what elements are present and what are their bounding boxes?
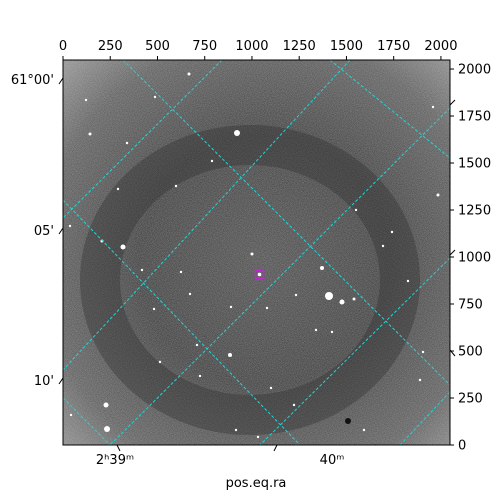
star: [421, 350, 425, 354]
star: [228, 353, 232, 357]
star: [198, 374, 202, 378]
right-tick-label: 1500: [458, 157, 491, 172]
top-pixel-axis: 0 250 500 750 1000 1250 1500 1750 2000: [59, 39, 457, 60]
dec-grid-line: [259, 257, 450, 445]
ra-tick-label-1: 40ᵐ: [320, 453, 345, 468]
star: [431, 105, 435, 109]
star: [188, 292, 192, 296]
star: [116, 187, 120, 191]
ra-grid-line: [329, 60, 450, 159]
star: [381, 244, 385, 248]
star: [362, 428, 366, 432]
top-tick-label: 1250: [283, 39, 316, 54]
top-tick-label: 2000: [424, 39, 457, 54]
coordinate-grid: [63, 60, 450, 445]
x-axis-title: pos.eq.ra: [226, 476, 287, 491]
star: [84, 98, 88, 102]
dec-grid-line: [63, 60, 351, 371]
dec-tick-label-1: 05': [34, 224, 54, 239]
ra-grid-line: [63, 397, 111, 445]
star: [314, 328, 318, 332]
star: [354, 208, 358, 212]
right-tick-label: 1000: [458, 251, 491, 266]
top-tick-label: 500: [145, 39, 170, 54]
dec-tick-label-2: 10': [34, 374, 54, 389]
ra-grid-line: [122, 60, 450, 386]
dec-tick-label-0: 61°00': [11, 73, 54, 88]
star: [68, 224, 72, 228]
world-ticks: [58, 77, 456, 452]
star: [269, 386, 273, 390]
star: [390, 230, 394, 234]
top-tick-label: 1500: [330, 39, 363, 54]
dark-artifact: [345, 418, 351, 424]
top-tick-label: 1750: [377, 39, 410, 54]
dec-grid-line: [399, 391, 450, 445]
right-tick-label: 2000: [458, 63, 491, 78]
star: [330, 330, 334, 334]
star: [250, 252, 254, 256]
star: [229, 305, 233, 309]
star-field: [68, 72, 440, 439]
star: [152, 307, 156, 311]
star: [210, 159, 214, 163]
star: [325, 292, 333, 300]
star: [294, 293, 298, 297]
star: [88, 132, 92, 136]
star: [158, 360, 162, 364]
star: [352, 297, 356, 301]
star: [256, 435, 260, 439]
star: [436, 193, 440, 197]
right-tick-label: 750: [458, 298, 483, 313]
source-marker: [254, 269, 265, 280]
star: [174, 184, 178, 188]
star: [120, 244, 126, 250]
star: [234, 130, 240, 136]
ra-grid-line: [63, 199, 301, 445]
top-tick-label: 750: [192, 39, 217, 54]
top-tick-label: 1000: [235, 39, 268, 54]
star: [234, 428, 238, 432]
sky-image: [63, 60, 450, 445]
right-pixel-axis: 0 250 500 750 1000 1250 1500 1750 2000: [450, 63, 491, 454]
top-tick-label: 250: [98, 39, 123, 54]
star: [320, 266, 324, 270]
star: [140, 268, 144, 272]
ra-tick-label-0: 2ʰ39ᵐ: [96, 453, 134, 468]
right-tick-label: 1250: [458, 204, 491, 219]
star: [103, 402, 109, 408]
star: [418, 378, 422, 382]
star: [125, 141, 129, 145]
star: [104, 426, 110, 432]
right-tick-label: 250: [458, 392, 483, 407]
top-tick-label: 0: [59, 39, 67, 54]
right-tick-label: 0: [458, 439, 466, 454]
star: [69, 413, 73, 417]
right-tick-label: 1750: [458, 110, 491, 125]
star: [339, 299, 345, 305]
star: [265, 306, 269, 310]
plot-frame: [62, 59, 451, 446]
right-tick-label: 500: [458, 345, 483, 360]
star: [153, 95, 157, 99]
star: [195, 343, 199, 347]
dec-grid-line: [63, 60, 223, 219]
star: [187, 72, 191, 76]
star: [179, 270, 183, 274]
star: [292, 403, 296, 407]
star: [406, 279, 410, 283]
